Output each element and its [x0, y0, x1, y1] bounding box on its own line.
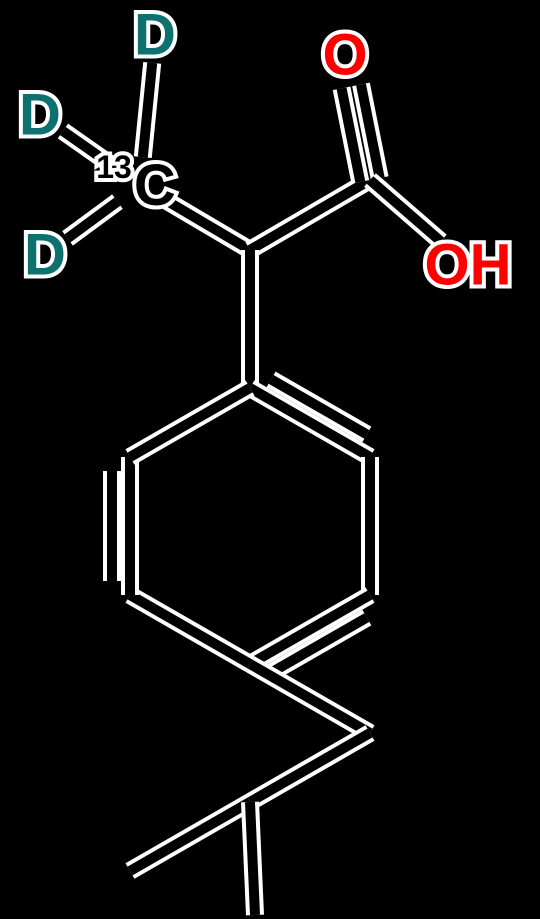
- b-ibuch-me2: [250, 802, 255, 915]
- atom-O_double: OO: [322, 23, 367, 88]
- atom-label: D: [24, 223, 66, 288]
- atom-label: D: [134, 3, 176, 68]
- b-c13-dtop: [143, 63, 152, 157]
- molecule-diagram: DDDDDD13C13COOOHOH: [0, 0, 540, 919]
- atom-D_left: DD: [19, 83, 61, 148]
- atom-label: D: [19, 83, 61, 148]
- atom-OH: OHOH: [425, 233, 512, 298]
- b-ring-ll-ul: [112, 457, 130, 595]
- atom-label: OH: [425, 233, 512, 298]
- atom-D_top: DD: [134, 3, 176, 68]
- atom-D_bottom: DD: [24, 223, 66, 288]
- atom-label: O: [322, 23, 367, 88]
